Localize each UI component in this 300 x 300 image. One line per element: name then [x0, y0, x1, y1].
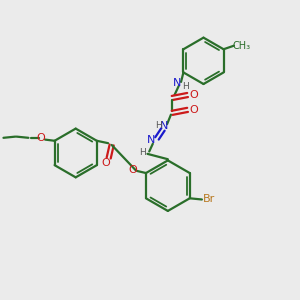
Text: N: N — [160, 121, 168, 131]
Text: O: O — [101, 158, 110, 168]
Text: O: O — [36, 133, 45, 143]
Text: O: O — [189, 90, 198, 100]
Text: H: H — [155, 122, 161, 130]
Text: H: H — [139, 148, 145, 157]
Text: N: N — [147, 135, 155, 145]
Text: O: O — [128, 165, 137, 175]
Text: O: O — [189, 105, 198, 115]
Text: N: N — [173, 78, 181, 88]
Text: CH₃: CH₃ — [233, 41, 251, 51]
Text: H: H — [182, 82, 189, 91]
Text: Br: Br — [203, 194, 215, 205]
